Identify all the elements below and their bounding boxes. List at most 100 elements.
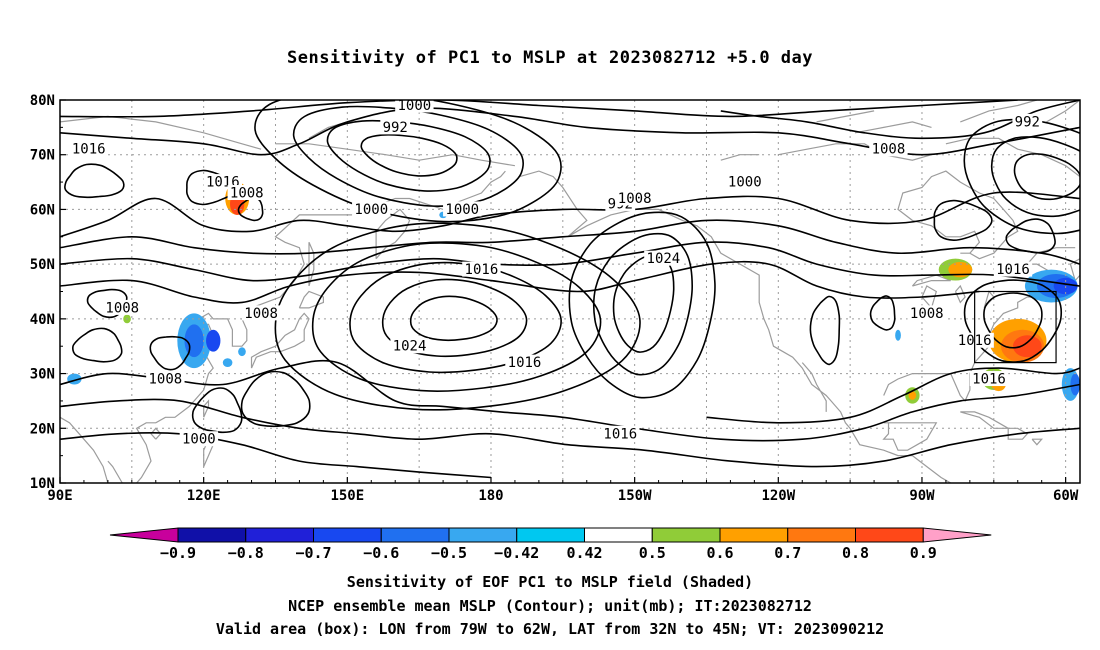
- colorbar-segment: [651, 527, 721, 543]
- contour-label: 992: [1015, 114, 1040, 130]
- contour-label: 1016: [996, 262, 1030, 278]
- contour-label-bg: [380, 119, 411, 135]
- valid-area-box: [974, 290, 1057, 364]
- lon-label: 120W: [761, 488, 795, 504]
- isobar: [983, 292, 1043, 349]
- contour-label: 992: [383, 120, 408, 136]
- isobar: [963, 279, 1063, 363]
- contour-labels: 1000 992 1016 1016 1008 1000 1000 992 1008 1000 10…: [69, 97, 1043, 448]
- colorbar-segment: [719, 527, 789, 543]
- colorbar-segment: [245, 527, 314, 543]
- coastline-segment: [1031, 438, 1044, 446]
- isobar: [254, 100, 562, 223]
- coastline-segment: [156, 499, 199, 532]
- lat-label: 50N: [30, 257, 55, 273]
- contour-label: 1016: [72, 142, 106, 158]
- sensitivity-blob: [1070, 373, 1080, 396]
- colorbar-segment: [584, 527, 653, 543]
- isobar: [149, 335, 191, 371]
- lon-label: 150W: [618, 488, 652, 504]
- coastline-segment: [150, 427, 162, 440]
- lon-label: 90E: [47, 488, 72, 504]
- lon-label: 150E: [330, 488, 364, 504]
- contour-label-bg: [907, 305, 946, 321]
- isobar: [568, 211, 716, 399]
- contour-label-bg: [601, 425, 640, 441]
- isobar: [409, 295, 498, 342]
- colorbar-tick-label: −0.42: [494, 544, 539, 562]
- coastline-segment: [250, 312, 310, 369]
- colorbar-tick-label: 0.9: [910, 544, 937, 562]
- contour-label-bg: [462, 261, 501, 277]
- coastline-segment: [921, 285, 938, 309]
- contour-label-bg: [352, 201, 391, 217]
- colorbar-segment: [313, 527, 382, 543]
- contour-label-bg: [505, 354, 544, 370]
- coastline-segment: [1007, 427, 1029, 440]
- isobar: [720, 100, 1080, 140]
- caption-line-1: Sensitivity of EOF PC1 to MSLP field (Sh…: [346, 573, 754, 591]
- coastline-segment: [275, 143, 515, 167]
- contour-label: 1016: [972, 372, 1006, 388]
- isobar: [963, 118, 1080, 235]
- contour-label-bg: [390, 338, 429, 354]
- isobar: [706, 367, 1080, 424]
- colorbar-segment: [516, 527, 585, 543]
- contour-label-bg: [725, 174, 764, 190]
- isobar: [360, 134, 458, 177]
- contour-label: 1024: [647, 251, 681, 267]
- coastline-segment: [308, 242, 315, 287]
- colorbar-tick-label: 0.7: [774, 544, 801, 562]
- sensitivity-blob: [222, 358, 233, 368]
- contour-label: 1016: [603, 426, 637, 442]
- lon-label: 90W: [909, 488, 935, 504]
- contour-label: 1008: [230, 186, 264, 202]
- isobar: [71, 327, 123, 363]
- lat-label: 40N: [30, 312, 55, 328]
- isobar: [64, 163, 125, 199]
- contour-label-bg: [395, 97, 434, 113]
- coastline-segment: [203, 399, 210, 418]
- sensitivity-blob: [895, 329, 901, 341]
- contour-label: 1016: [465, 262, 499, 278]
- mslp-contours: [60, 100, 1080, 479]
- isobar: [60, 359, 1080, 442]
- isobar: [60, 398, 1080, 468]
- contour-label: 1008: [148, 372, 182, 388]
- valid-area-rect: [974, 290, 1057, 364]
- caption-line-3: Valid area (box): LON from 79W to 62W, L…: [215, 620, 885, 638]
- sensitivity-blob: [206, 329, 221, 352]
- contour-label-bg: [241, 305, 281, 321]
- coastline-segment: [778, 143, 932, 161]
- contour-label-bg: [615, 190, 654, 206]
- coastline-segment: [816, 110, 875, 123]
- map-axes: 90E 120E 150E 180 150W 120W 90W 60W 80N 70N 60N 50N…: [30, 93, 1079, 504]
- contour-label: 1000: [728, 175, 762, 191]
- contour-label-bg: [179, 431, 219, 447]
- coastline-segment: [911, 274, 951, 287]
- isobar: [60, 191, 1080, 238]
- contour-label-bg: [227, 185, 266, 201]
- coastline-segment: [1046, 100, 1080, 123]
- lat-label: 30N: [30, 367, 55, 383]
- colorbar-tick-label: 0.5: [639, 544, 666, 562]
- isobar: [1005, 218, 1056, 254]
- colorbar-segment: [177, 527, 247, 543]
- isobar: [191, 387, 243, 434]
- sensitivity-blob: [908, 391, 917, 400]
- contour-label: 1000: [398, 98, 432, 114]
- isobar: [593, 232, 694, 376]
- contour-label-bg: [1012, 113, 1043, 129]
- contour-label-bg: [69, 141, 108, 157]
- isobar: [311, 242, 602, 392]
- graticule-grid: [59, 100, 1080, 483]
- lat-label: 70N: [30, 148, 55, 164]
- colorbar-tick-label: −0.5: [431, 544, 467, 562]
- isobar: [60, 241, 1080, 287]
- contour-label: 1008: [618, 191, 652, 207]
- isobar: [809, 295, 841, 366]
- contour-label: 1024: [393, 339, 427, 355]
- contour-label: 1008: [105, 300, 139, 316]
- contour-label-bg: [969, 371, 1009, 387]
- colorbar-tick-label: −0.9: [160, 544, 196, 562]
